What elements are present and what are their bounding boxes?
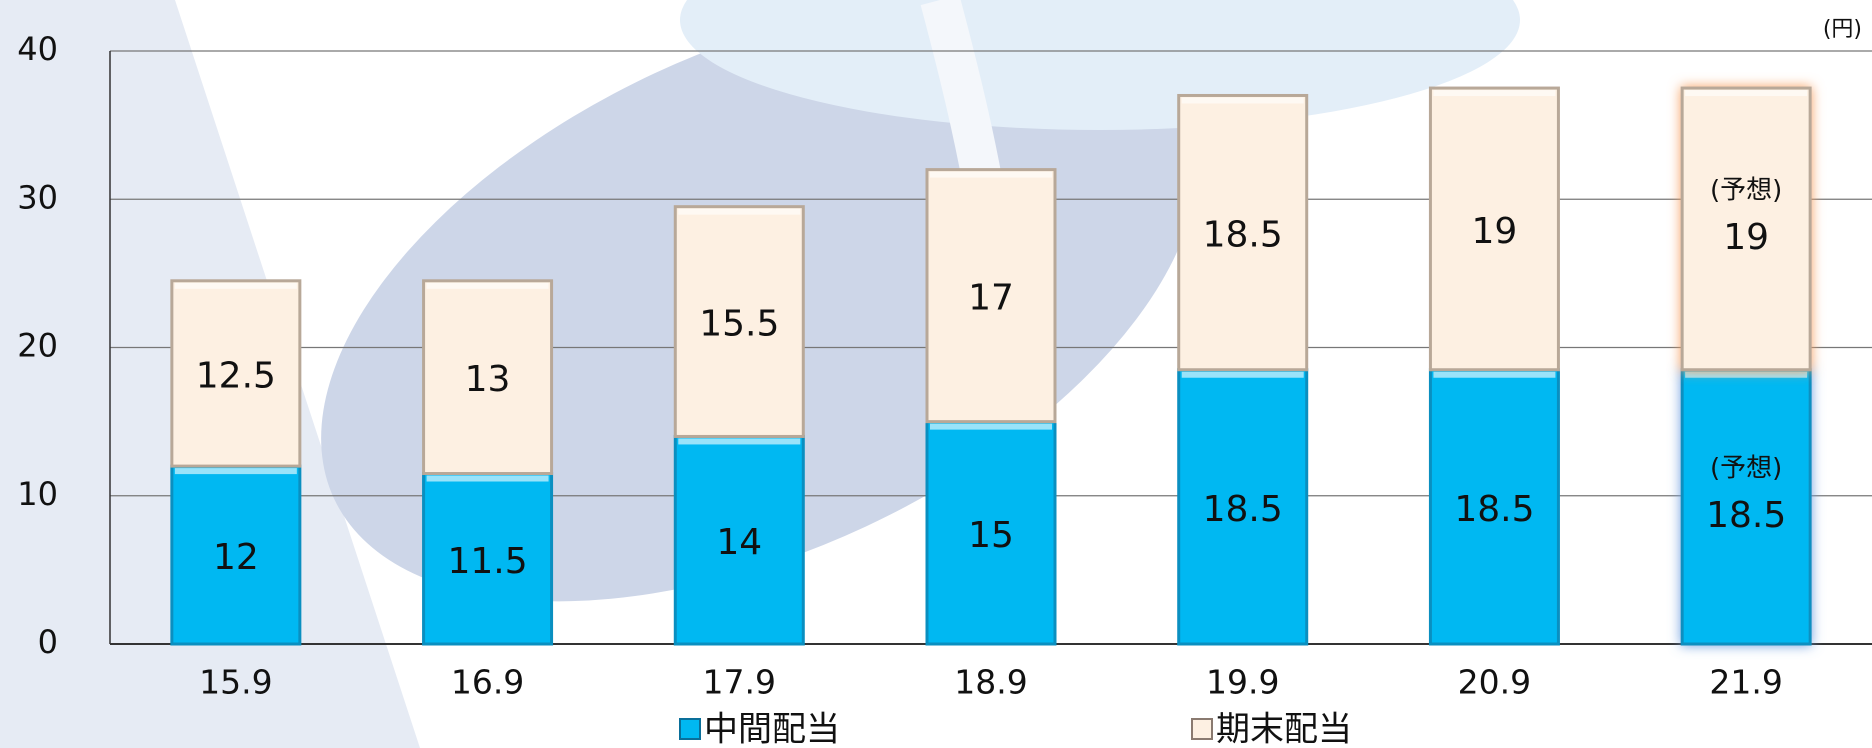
annotation: (予想) — [1710, 175, 1782, 205]
value-label: 12 — [213, 537, 259, 578]
legend-label: 中間配当 — [704, 710, 840, 748]
x-tick-label: 19.9 — [1206, 663, 1279, 702]
value-label: 15.5 — [699, 304, 779, 345]
bar-highlight — [1685, 90, 1807, 96]
value-label: 14 — [716, 522, 762, 563]
y-tick-label: 40 — [17, 30, 58, 68]
legend-swatch — [1192, 719, 1212, 739]
y-tick-label: 0 — [38, 623, 58, 661]
legend-label: 期末配当 — [1216, 710, 1352, 748]
bar-highlight — [427, 476, 549, 482]
x-tick-label: 17.9 — [703, 663, 776, 702]
bar-highlight — [930, 172, 1052, 178]
x-tick-label: 16.9 — [451, 663, 524, 702]
bar-highlight — [678, 438, 800, 444]
bar-highlight — [1182, 372, 1304, 378]
value-label: 12.5 — [196, 355, 276, 396]
bar-highlight — [175, 283, 297, 289]
bar-highlight — [175, 468, 297, 474]
x-tick-label: 20.9 — [1458, 663, 1531, 702]
y-tick-label: 30 — [17, 178, 58, 216]
y-tick-label: 10 — [17, 475, 58, 513]
annotation: (予想) — [1710, 453, 1782, 483]
value-label: 19 — [1472, 211, 1518, 252]
value-label: 15 — [968, 515, 1014, 556]
bar-highlight — [930, 424, 1052, 430]
bar-highlight — [1433, 90, 1555, 96]
value-label: 18.5 — [1454, 489, 1534, 530]
value-label: 18.5 — [1203, 215, 1283, 256]
bar-highlight — [1433, 372, 1555, 378]
chart: (円) 0 10 20 30 40 15.9 12 12.5 16.9 11.5 13 17.9 14 1… — [0, 0, 1872, 748]
value-label: 17 — [968, 278, 1014, 319]
x-tick-label: 18.9 — [954, 663, 1027, 702]
x-tick-label: 21.9 — [1709, 663, 1782, 702]
y-tick-label: 20 — [17, 327, 58, 365]
value-label: 19 — [1723, 217, 1769, 258]
legend-swatch — [680, 719, 700, 739]
value-label: 13 — [465, 359, 511, 400]
bar-highlight — [1182, 97, 1304, 103]
unit-label: (円) — [1823, 17, 1862, 42]
bar-highlight — [678, 209, 800, 215]
value-label: 11.5 — [447, 541, 527, 582]
value-label: 18.5 — [1203, 489, 1283, 530]
x-tick-label: 15.9 — [199, 663, 272, 702]
value-label: 18.5 — [1706, 495, 1786, 536]
bar-highlight — [1685, 372, 1807, 378]
bar-highlight — [427, 283, 549, 289]
